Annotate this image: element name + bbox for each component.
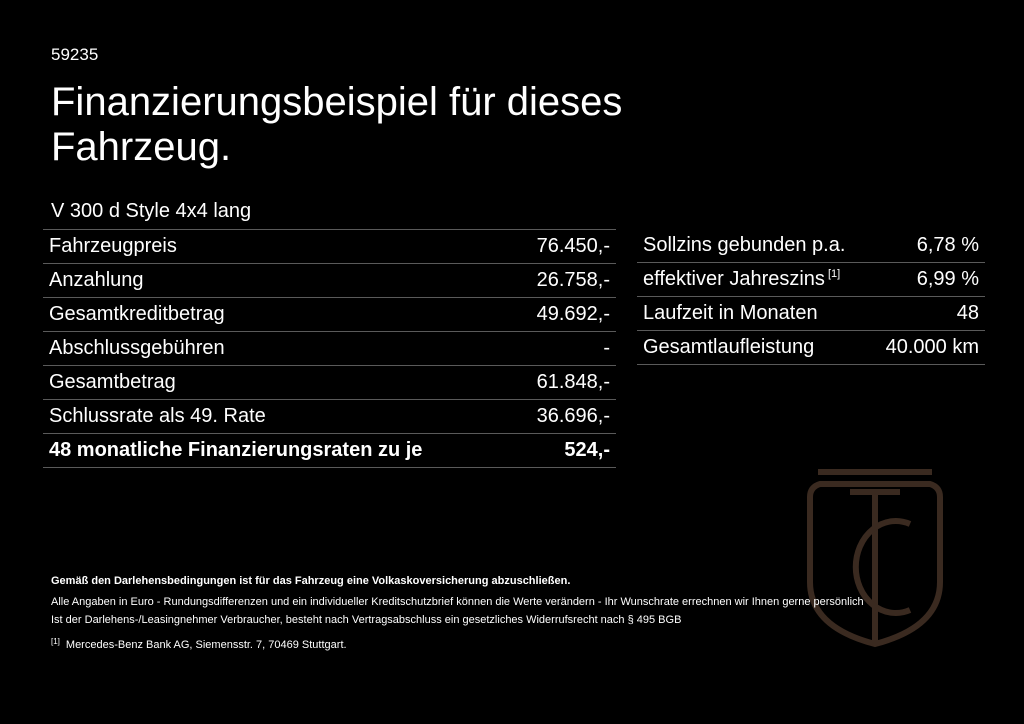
row-label-cell: effektiver Jahreszins [1] [637, 262, 871, 297]
row-value: 26.758,- [512, 263, 616, 298]
row-label: Laufzeit in Monaten [637, 296, 871, 331]
table-row: Fahrzeugpreis 76.450,- [43, 229, 616, 264]
table-row: Anzahlung 26.758,- [43, 263, 616, 298]
table-row: Laufzeit in Monaten 48 [637, 296, 985, 331]
insurance-note: Gemäß den Darlehensbedingungen ist für d… [51, 575, 571, 587]
row-value: 48 [870, 296, 985, 331]
footnote-text: Mercedes-Benz Bank AG, Siemensstr. 7, 70… [65, 639, 347, 651]
row-label: Gesamtlaufleistung [637, 330, 871, 365]
row-label: Anzahlung [43, 263, 513, 298]
footnote-mark: [1] [51, 637, 60, 646]
row-label: Gesamtkreditbetrag [43, 297, 513, 332]
row-label: 48 monatliche Finanzierungsraten zu je [43, 433, 513, 468]
row-label: Fahrzeugpreis [43, 229, 513, 264]
row-label: Abschlussgebühren [43, 331, 513, 366]
financing-table: Fahrzeugpreis 76.450,- Anzahlung 26.758,… [43, 229, 616, 468]
vehicle-name: V 300 d Style 4x4 lang [51, 200, 252, 222]
row-value: - [512, 331, 616, 366]
tc-crest-logo-icon [807, 469, 943, 648]
table-row: Gesamtbetrag 61.848,- [43, 365, 616, 400]
row-value: 524,- [512, 433, 616, 468]
row-label: Schlussrate als 49. Rate [43, 399, 513, 434]
row-value: 49.692,- [512, 297, 616, 332]
row-value: 36.696,- [512, 399, 616, 434]
revocation-note: Ist der Darlehens-/Leasingnehmer Verbrau… [51, 614, 682, 626]
row-value: 6,78 % [870, 229, 985, 263]
table-row: Gesamtkreditbetrag 49.692,- [43, 297, 616, 332]
row-label: Gesamtbetrag [43, 365, 513, 400]
table-row: Gesamtlaufleistung 40.000 km [637, 330, 985, 365]
row-value: 6,99 % [870, 262, 985, 297]
page-title: Finanzierungsbeispiel für dieses Fahrzeu… [51, 80, 623, 169]
footnote: [1] Mercedes-Benz Bank AG, Siemensstr. 7,… [51, 633, 864, 654]
legal-notes: Gemäß den Darlehensbedingungen ist für d… [51, 572, 864, 654]
row-value: 76.450,- [512, 229, 616, 264]
disclaimer-line: Alle Angaben in Euro - Rundungsdifferenz… [51, 596, 864, 608]
row-value: 61.848,- [512, 365, 616, 400]
total-row: 48 monatliche Finanzierungsraten zu je 5… [43, 433, 616, 468]
table-row: Abschlussgebühren - [43, 331, 616, 366]
row-value: 40.000 km [870, 330, 985, 365]
table-row: Sollzins gebunden p.a. 6,78 % [637, 229, 985, 263]
row-label: effektiver Jahreszins [643, 268, 825, 290]
row-label: Sollzins gebunden p.a. [637, 229, 871, 263]
document-id: 59235 [51, 45, 99, 64]
table-row: effektiver Jahreszins [1] 6,99 % [637, 262, 985, 297]
terms-table: Sollzins gebunden p.a. 6,78 % effektiver… [637, 229, 985, 365]
table-row: Schlussrate als 49. Rate 36.696,- [43, 399, 616, 434]
footnote-ref: [1] [827, 268, 841, 280]
